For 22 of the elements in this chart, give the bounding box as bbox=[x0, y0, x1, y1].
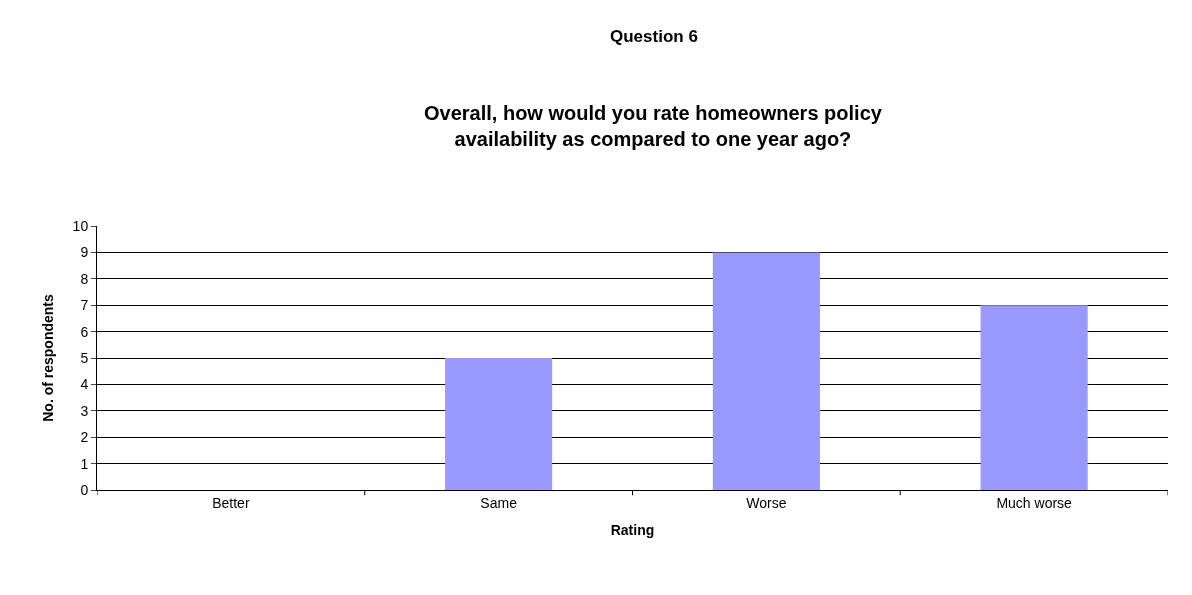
x-tick-label: Same bbox=[480, 494, 518, 511]
chart-subtitle: Overall, how would you rate homeowners policy availability as compared to one year ago? bbox=[424, 102, 883, 150]
chart-title: Question 6 bbox=[610, 27, 698, 46]
y-tick-label: 10 bbox=[72, 217, 89, 234]
bar bbox=[712, 252, 820, 490]
y-tick-label: 5 bbox=[80, 349, 89, 366]
x-tick-label: Better bbox=[212, 494, 250, 511]
y-tick-label: 7 bbox=[80, 297, 89, 314]
bar bbox=[980, 305, 1088, 490]
y-tick-label: 3 bbox=[80, 402, 89, 419]
x-axis-title: Rating bbox=[610, 522, 655, 539]
y-tick-label: 0 bbox=[80, 481, 89, 498]
y-axis-title: No. of respondents bbox=[40, 294, 57, 422]
y-tick-label: 6 bbox=[80, 323, 89, 340]
y-tick-label: 4 bbox=[80, 376, 89, 393]
y-tick-label: 8 bbox=[80, 270, 89, 287]
bar bbox=[445, 358, 553, 490]
y-tick-label: 1 bbox=[80, 455, 89, 472]
y-tick-label: 9 bbox=[80, 244, 89, 261]
y-tick-label: 2 bbox=[80, 429, 89, 446]
x-tick-label: Worse bbox=[746, 494, 787, 511]
x-tick-label: Much worse bbox=[996, 494, 1073, 511]
